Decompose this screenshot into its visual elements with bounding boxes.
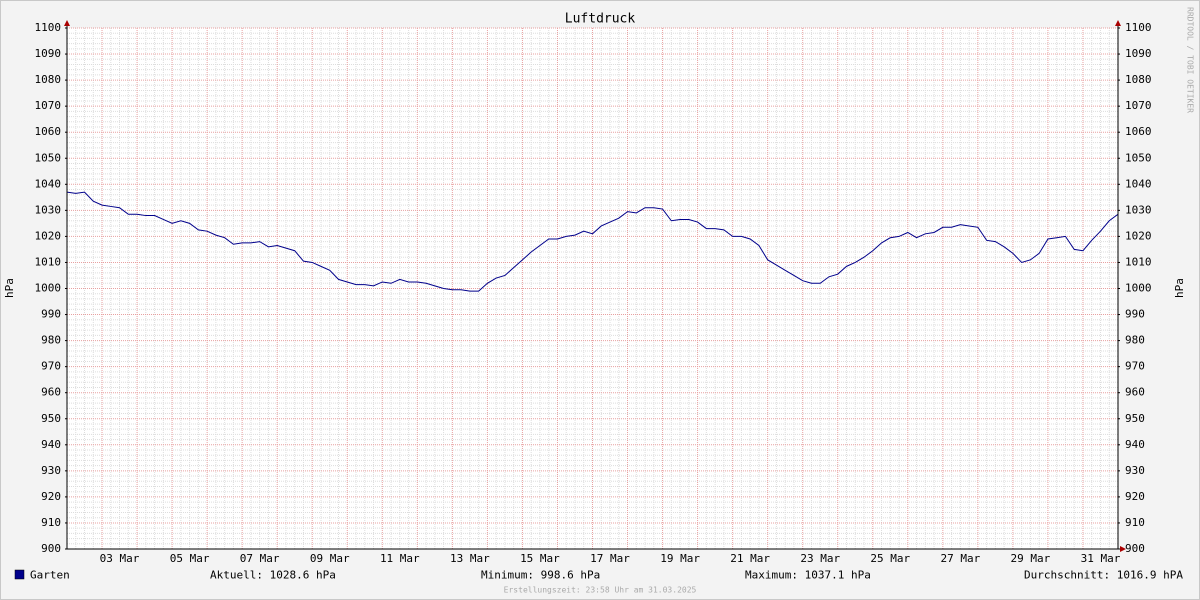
y2-tick-label: 950 (1125, 412, 1145, 425)
x-tick-label: 27 Mar (940, 552, 980, 565)
stat-avg: Durchschnitt: 1016.9 hPA (1024, 569, 1183, 582)
y-tick-label: 1010 (35, 255, 62, 268)
x-tick-label: 31 Mar (1081, 552, 1121, 565)
y-tick-label: 1020 (35, 229, 62, 242)
y2-tick-label: 910 (1125, 516, 1145, 529)
y-tick-label: 910 (41, 516, 61, 529)
y2-tick-label: 930 (1125, 464, 1145, 477)
x-tick-label: 23 Mar (800, 552, 840, 565)
x-tick-label: 07 Mar (240, 552, 280, 565)
y2-tick-label: 1090 (1125, 47, 1152, 60)
marks (66, 191, 1119, 292)
y-tick-label: 1030 (35, 203, 62, 216)
y2-tick-label: 1070 (1125, 99, 1152, 112)
x-tick-label: 19 Mar (660, 552, 700, 565)
y2-tick-label: 900 (1125, 542, 1145, 555)
x-tick-label: 17 Mar (590, 552, 630, 565)
legend-swatch (14, 569, 25, 580)
axis-arrow (64, 20, 70, 26)
y2-tick-label: 990 (1125, 308, 1145, 321)
y-axis-label: hPa (3, 278, 16, 298)
chart-title: Luftdruck (565, 12, 636, 27)
x-tick-label: 03 Mar (100, 552, 140, 565)
y2-tick-label: 1030 (1125, 203, 1152, 216)
y-tick-label: 940 (41, 438, 61, 451)
y2-axis-label: hPa (1173, 278, 1186, 298)
y2-tick-label: 1000 (1125, 282, 1152, 295)
legend-label: Garten (30, 569, 70, 582)
y-tick-label: 970 (41, 360, 61, 373)
y-tick-label: 1100 (35, 21, 62, 34)
y-tick-label: 1040 (35, 177, 62, 190)
x-tick-label: 11 Mar (380, 552, 420, 565)
x-tick-label: 25 Mar (870, 552, 910, 565)
y-tick-label: 930 (41, 464, 61, 477)
y2-tick-label: 1080 (1125, 73, 1152, 86)
y-tick-label: 1070 (35, 99, 62, 112)
stat-current: Aktuell: 1028.6 hPa (210, 569, 336, 582)
y-tick-label: 920 (41, 490, 61, 503)
stat-min: Minimum: 998.6 hPa (481, 569, 600, 582)
stat-max: Maximum: 1037.1 hPa (745, 569, 871, 582)
y2-tick-label: 1050 (1125, 151, 1152, 164)
x-tick-label: 13 Mar (450, 552, 490, 565)
y-tick-label: 990 (41, 308, 61, 321)
y2-tick-label: 920 (1125, 490, 1145, 503)
y2-tick-label: 1040 (1125, 177, 1152, 190)
y2-tick-label: 1020 (1125, 229, 1152, 242)
y2-tick-label: 940 (1125, 438, 1145, 451)
y-tick-label: 1000 (35, 282, 62, 295)
x-tick-label: 21 Mar (730, 552, 770, 565)
y-tick-label: 1090 (35, 47, 62, 60)
x-tick-label: 09 Mar (310, 552, 350, 565)
y2-tick-label: 1100 (1125, 21, 1152, 34)
y-tick-label: 980 (41, 334, 61, 347)
x-tick-label: 05 Mar (170, 552, 210, 565)
y2-tick-label: 1060 (1125, 125, 1152, 138)
grid (66, 27, 1119, 550)
y-tick-label: 1050 (35, 151, 62, 164)
y-tick-label: 960 (41, 386, 61, 399)
axis-arrow (1120, 546, 1126, 552)
y-tick-label: 1080 (35, 73, 62, 86)
series-line (66, 191, 1119, 292)
y2-tick-label: 960 (1125, 386, 1145, 399)
footer: Erstellungszeit: 23:58 Uhr am 31.03.2025 (504, 586, 697, 595)
y2-tick-label: 980 (1125, 334, 1145, 347)
y-tick-label: 950 (41, 412, 61, 425)
y-tick-label: 1060 (35, 125, 62, 138)
y-tick-label: 900 (41, 542, 61, 555)
x-tick-label: 29 Mar (1011, 552, 1051, 565)
watermark: RRDTOOL / TOBI OETIKER (1186, 7, 1195, 113)
y2-tick-label: 970 (1125, 360, 1145, 373)
axis-arrow (1115, 20, 1121, 26)
y2-tick-label: 1010 (1125, 255, 1152, 268)
x-tick-label: 15 Mar (520, 552, 560, 565)
